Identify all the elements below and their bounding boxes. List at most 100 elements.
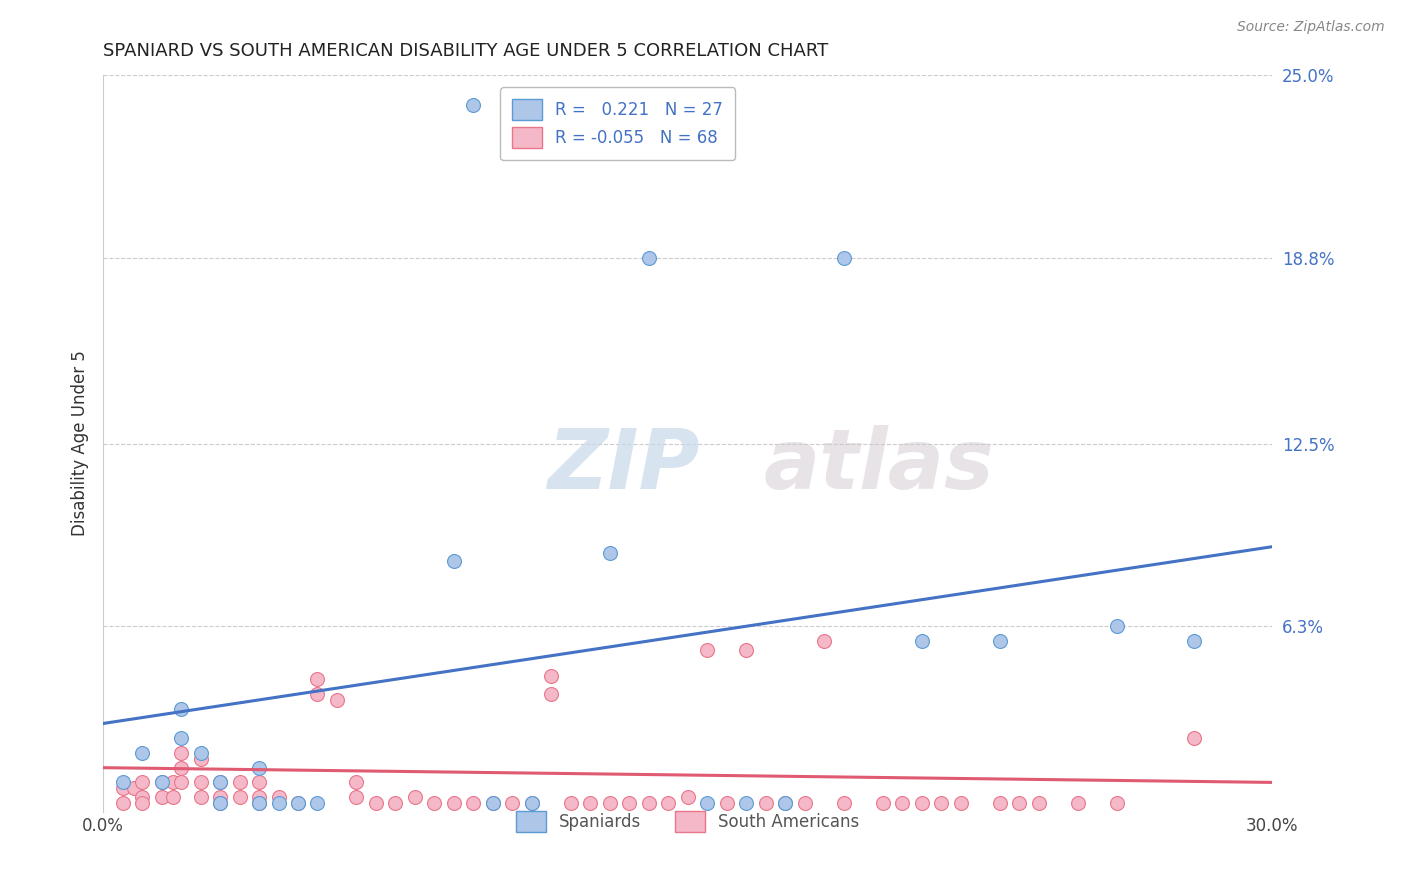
- Point: [657, 796, 679, 810]
- Point: [228, 790, 250, 805]
- Point: [190, 790, 212, 805]
- Point: [190, 746, 212, 760]
- Point: [910, 796, 932, 810]
- Point: [423, 796, 446, 810]
- Point: [346, 775, 368, 789]
- Point: [162, 775, 184, 789]
- Point: [287, 796, 309, 810]
- Point: [872, 796, 894, 810]
- Point: [1105, 619, 1128, 633]
- Point: [131, 775, 153, 789]
- Point: [209, 790, 232, 805]
- Point: [482, 796, 505, 810]
- Point: [696, 796, 718, 810]
- Point: [520, 796, 543, 810]
- Y-axis label: Disability Age Under 5: Disability Age Under 5: [72, 351, 89, 536]
- Point: [131, 796, 153, 810]
- Point: [443, 554, 465, 568]
- Point: [247, 796, 270, 810]
- Point: [1008, 796, 1031, 810]
- Point: [755, 796, 778, 810]
- Text: ZIP: ZIP: [547, 425, 700, 506]
- Point: [716, 796, 738, 810]
- Point: [637, 796, 659, 810]
- Point: [209, 775, 232, 789]
- Point: [579, 796, 602, 810]
- Point: [560, 796, 582, 810]
- Point: [988, 634, 1011, 648]
- Text: atlas: atlas: [763, 425, 994, 506]
- Point: [637, 251, 659, 265]
- Point: [170, 731, 193, 746]
- Text: SPANIARD VS SOUTH AMERICAN DISABILITY AGE UNDER 5 CORRELATION CHART: SPANIARD VS SOUTH AMERICAN DISABILITY AG…: [103, 42, 828, 60]
- Point: [384, 796, 406, 810]
- Point: [988, 796, 1011, 810]
- Point: [813, 634, 835, 648]
- Point: [307, 687, 329, 701]
- Point: [540, 669, 562, 683]
- Point: [1066, 796, 1088, 810]
- Point: [520, 796, 543, 810]
- Point: [346, 790, 368, 805]
- Point: [111, 796, 134, 810]
- Point: [150, 775, 173, 789]
- Point: [501, 796, 523, 810]
- Point: [619, 796, 641, 810]
- Point: [162, 790, 184, 805]
- Point: [463, 796, 485, 810]
- Point: [773, 796, 796, 810]
- Point: [949, 796, 972, 810]
- Point: [326, 693, 349, 707]
- Point: [832, 796, 855, 810]
- Point: [170, 775, 193, 789]
- Legend: Spaniards, South Americans: Spaniards, South Americans: [505, 799, 872, 844]
- Point: [910, 634, 932, 648]
- Point: [307, 673, 329, 687]
- Point: [247, 775, 270, 789]
- Point: [209, 796, 232, 810]
- Text: Source: ZipAtlas.com: Source: ZipAtlas.com: [1237, 20, 1385, 34]
- Point: [696, 642, 718, 657]
- Point: [247, 796, 270, 810]
- Point: [773, 796, 796, 810]
- Point: [124, 781, 146, 796]
- Point: [676, 790, 699, 805]
- Point: [443, 796, 465, 810]
- Point: [267, 796, 290, 810]
- Point: [228, 775, 250, 789]
- Point: [209, 775, 232, 789]
- Point: [150, 775, 173, 789]
- Point: [793, 796, 815, 810]
- Point: [190, 775, 212, 789]
- Point: [1184, 731, 1206, 746]
- Point: [247, 790, 270, 805]
- Point: [267, 790, 290, 805]
- Point: [190, 752, 212, 766]
- Point: [131, 790, 153, 805]
- Point: [832, 251, 855, 265]
- Point: [929, 796, 952, 810]
- Point: [599, 796, 621, 810]
- Point: [891, 796, 914, 810]
- Point: [1028, 796, 1050, 810]
- Point: [364, 796, 387, 810]
- Point: [404, 790, 426, 805]
- Point: [482, 796, 505, 810]
- Point: [170, 761, 193, 775]
- Point: [1184, 634, 1206, 648]
- Point: [287, 796, 309, 810]
- Point: [170, 746, 193, 760]
- Point: [111, 775, 134, 789]
- Point: [540, 687, 562, 701]
- Point: [735, 796, 758, 810]
- Point: [209, 796, 232, 810]
- Point: [111, 781, 134, 796]
- Point: [1105, 796, 1128, 810]
- Point: [463, 97, 485, 112]
- Point: [131, 746, 153, 760]
- Point: [170, 702, 193, 716]
- Point: [150, 790, 173, 805]
- Point: [307, 796, 329, 810]
- Point: [735, 642, 758, 657]
- Point: [247, 761, 270, 775]
